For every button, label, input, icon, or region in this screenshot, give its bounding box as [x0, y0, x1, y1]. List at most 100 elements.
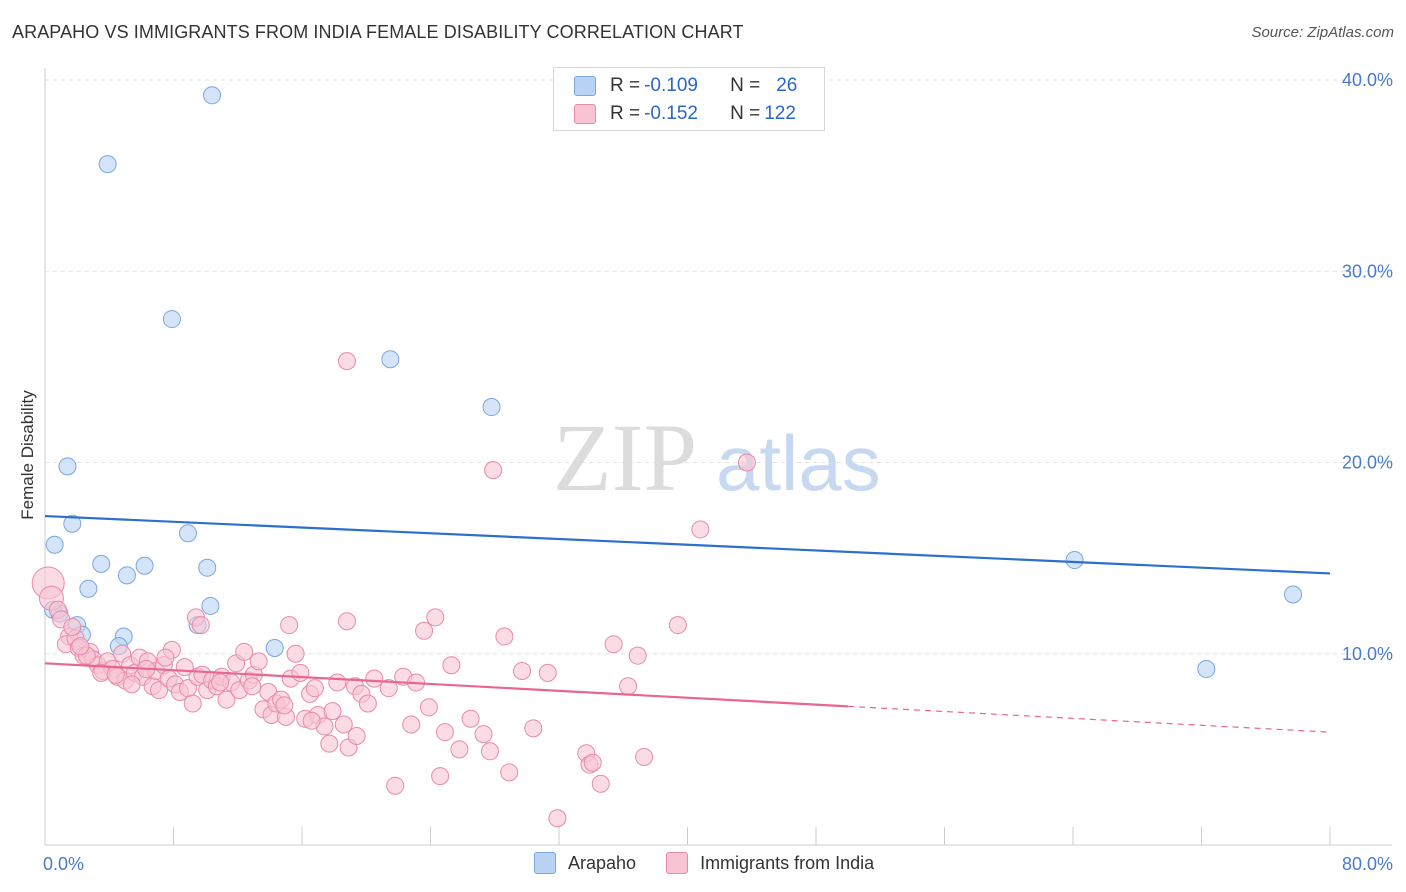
arapaho-point — [45, 535, 64, 554]
series-label-arapaho: Arapaho — [568, 852, 637, 873]
india-point — [323, 702, 342, 721]
watermark: ZIP atlas — [553, 404, 881, 511]
india-point — [668, 616, 687, 635]
x-tick-label-min: 0.0% — [43, 854, 84, 874]
x-tick-label-max: 80.0% — [1342, 854, 1393, 874]
arapaho-point — [482, 398, 501, 417]
india-point — [426, 608, 445, 627]
legend-n-label: N = — [730, 75, 761, 96]
india-point — [347, 726, 366, 745]
arapaho-trend-line — [44, 514, 1331, 575]
india-point — [461, 709, 480, 728]
india-point — [191, 616, 210, 635]
india-point — [71, 637, 90, 656]
arapaho-point — [58, 457, 77, 476]
arapaho-point — [178, 524, 197, 543]
india-point — [691, 520, 710, 539]
india-point — [431, 767, 450, 786]
india-point — [484, 461, 503, 480]
india-point — [386, 776, 405, 795]
arapaho-point — [92, 554, 111, 573]
india-point — [286, 644, 305, 663]
series-swatch-arapaho — [534, 852, 556, 874]
india-point — [337, 612, 356, 631]
india-point — [150, 681, 169, 700]
arapaho-point — [63, 514, 82, 533]
watermark-zip: ZIP — [553, 404, 697, 511]
arapaho-point — [1284, 585, 1303, 604]
india-point — [337, 352, 356, 371]
legend-r-value: -0.109 — [644, 75, 698, 96]
india-point — [415, 621, 434, 640]
legend-swatch-arapaho — [574, 76, 596, 96]
arapaho-point — [203, 86, 222, 105]
india-point — [183, 694, 202, 713]
arapaho-point — [117, 566, 136, 585]
india-point — [474, 725, 493, 744]
india-point — [480, 742, 499, 761]
arapaho-point — [162, 310, 181, 329]
india-point — [243, 677, 262, 696]
series-label-india: Immigrants from India — [700, 852, 875, 873]
india-point — [320, 734, 339, 753]
india-point — [122, 675, 141, 694]
india-point — [419, 698, 438, 717]
arapaho-point — [381, 350, 400, 369]
india-point — [538, 663, 557, 682]
arapaho-point — [201, 596, 220, 615]
india-point — [513, 661, 532, 680]
india-point — [63, 617, 82, 636]
tick-labels: 10.0% 20.0% 30.0% 40.0% 0.0% 80.0% — [43, 70, 1393, 874]
india-point — [280, 616, 299, 635]
series-legend-india[interactable]: Immigrants from India — [666, 852, 874, 874]
india-point — [583, 753, 602, 772]
arapaho-point — [198, 558, 217, 577]
legend-n-value: 26 — [776, 75, 798, 96]
data-points — [31, 86, 1303, 828]
india-point — [548, 809, 567, 828]
india-point — [450, 740, 469, 759]
india-point — [435, 723, 454, 742]
india-point — [328, 673, 347, 692]
india-point — [604, 635, 623, 654]
india-point — [211, 673, 230, 692]
y-tick-label-2: 30.0% — [1342, 261, 1393, 281]
india-point — [524, 719, 543, 738]
india-point — [217, 690, 236, 709]
india-point — [235, 642, 254, 661]
trend-lines — [44, 514, 1331, 733]
india-point — [334, 715, 353, 734]
india-trend-line-extension — [848, 705, 1331, 733]
legend-r-label: R = — [610, 103, 641, 124]
india-point — [442, 656, 461, 675]
india-point — [358, 694, 377, 713]
chart-title: ARAPAHO VS IMMIGRANTS FROM INDIA FEMALE … — [12, 22, 744, 42]
series-legend-arapaho[interactable]: Arapaho — [534, 852, 636, 874]
india-point — [402, 715, 421, 734]
india-point — [249, 652, 268, 671]
india-point — [737, 453, 756, 472]
india-point — [291, 663, 310, 682]
y-tick-label-0: 10.0% — [1342, 644, 1393, 664]
arapaho-point — [265, 639, 284, 658]
india-point — [156, 648, 175, 667]
india-point — [591, 774, 610, 793]
arapaho-point — [98, 155, 117, 174]
arapaho-point — [79, 579, 98, 598]
india-trend-line — [44, 662, 849, 708]
legend-n-label: N = — [730, 103, 761, 124]
india-point — [106, 665, 125, 684]
legend-r-value: -0.152 — [644, 103, 698, 124]
legend-row-arapaho: R = -0.109 N = 26 — [574, 73, 797, 99]
india-point — [619, 677, 638, 696]
legend-n-value: 122 — [764, 103, 796, 124]
india-point — [635, 748, 654, 767]
india-point — [275, 696, 294, 715]
axes — [44, 68, 1392, 846]
y-tick-label-1: 20.0% — [1342, 453, 1393, 473]
series-swatch-india — [666, 852, 689, 874]
india-point — [495, 627, 514, 646]
india-point — [500, 763, 519, 782]
legend-row-india: R = -0.152 N = 122 — [574, 101, 796, 127]
